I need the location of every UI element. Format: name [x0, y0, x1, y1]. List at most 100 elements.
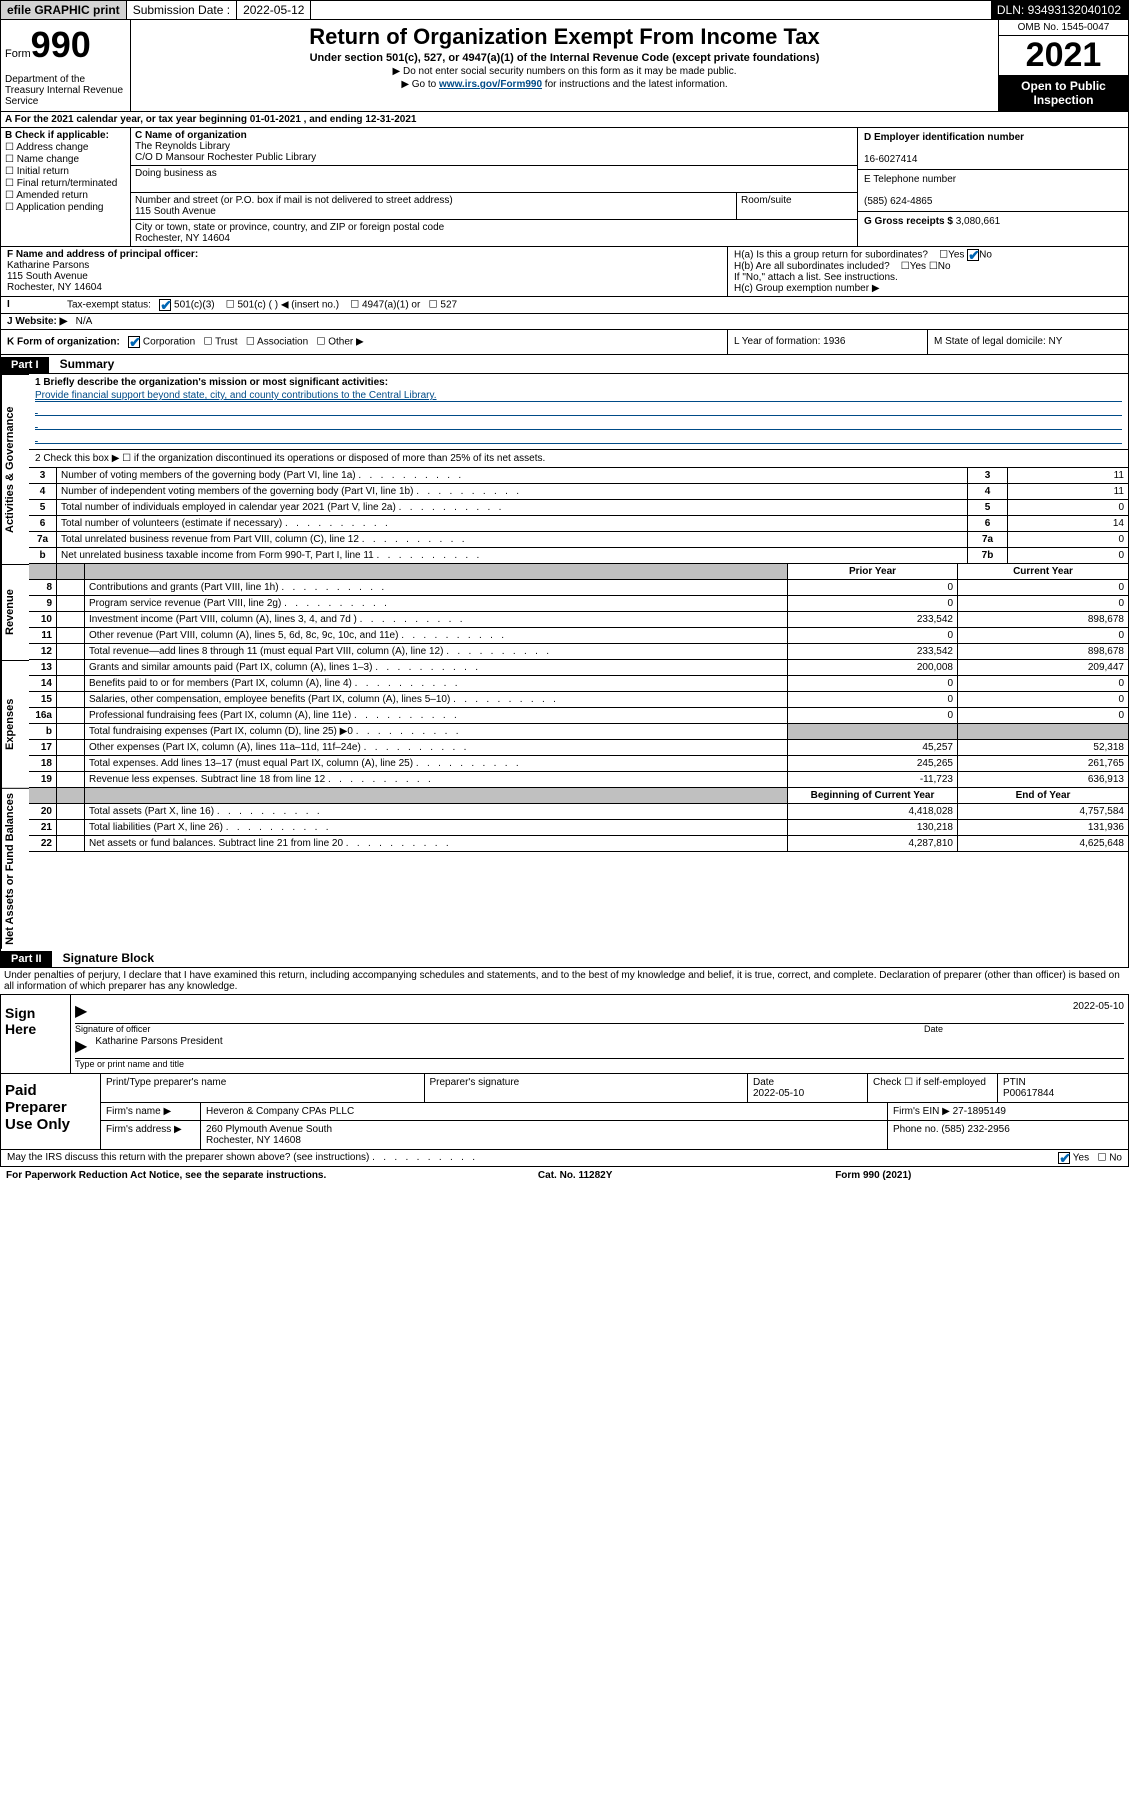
- summary-row: 3 Number of voting members of the govern…: [29, 468, 1128, 484]
- fin-row: 20 Total assets (Part X, line 16) 4,418,…: [29, 804, 1128, 820]
- vlabel-exp: Expenses: [1, 660, 29, 788]
- fin-row: 11 Other revenue (Part VIII, column (A),…: [29, 628, 1128, 644]
- dept-label: Department of the Treasury Internal Reve…: [5, 74, 126, 107]
- efile-label[interactable]: efile GRAPHIC print: [1, 1, 127, 19]
- part2-title: Signature Block: [55, 949, 162, 967]
- chk-final[interactable]: ☐ Final return/terminated: [5, 178, 126, 189]
- state-domicile: M State of legal domicile: NY: [928, 330, 1128, 354]
- fin-row: 9 Program service revenue (Part VIII, li…: [29, 596, 1128, 612]
- fin-header-row: Prior Year Current Year: [29, 564, 1128, 580]
- sign-here-label: Sign Here: [1, 995, 71, 1073]
- form-title: Return of Organization Exempt From Incom…: [135, 24, 994, 50]
- form-number: 990: [31, 24, 91, 65]
- prep-row2: Firm's name ▶ Heveron & Company CPAs PLL…: [101, 1103, 1128, 1121]
- fin-row: 15 Salaries, other compensation, employe…: [29, 692, 1128, 708]
- tax-year: 2021: [999, 36, 1128, 75]
- col-b-label: B Check if applicable:: [5, 130, 109, 141]
- summary-row: 5 Total number of individuals employed i…: [29, 500, 1128, 516]
- form-word: Form: [5, 48, 31, 60]
- street: 115 South Avenue: [135, 206, 216, 217]
- fin-row: 17 Other expenses (Part IX, column (A), …: [29, 740, 1128, 756]
- vlabel-rev: Revenue: [1, 564, 29, 660]
- arrow-icon: ▶: [75, 1001, 87, 1021]
- fin-row: 21 Total liabilities (Part X, line 26) 1…: [29, 820, 1128, 836]
- form-subtitle: Under section 501(c), 527, or 4947(a)(1)…: [135, 52, 994, 64]
- fin-row: b Total fundraising expenses (Part IX, c…: [29, 724, 1128, 740]
- part1-title: Summary: [52, 355, 123, 373]
- pra-notice: For Paperwork Reduction Act Notice, see …: [6, 1170, 326, 1181]
- mission-text: Provide financial support beyond state, …: [35, 390, 1122, 402]
- topbar: efile GRAPHIC print Submission Date : 20…: [0, 0, 1129, 20]
- chk-pending[interactable]: ☐ Application pending: [5, 202, 126, 213]
- ein: 16-6027414: [864, 154, 917, 165]
- 501c3-check: [159, 299, 171, 311]
- prep-row1: Print/Type preparer's name Preparer's si…: [101, 1074, 1128, 1103]
- form-org: K Form of organization: Corporation ☐ Tr…: [1, 330, 728, 354]
- phone: (585) 624-4865: [864, 196, 932, 207]
- submission-date: 2022-05-12: [237, 1, 311, 19]
- gross-cell: G Gross receipts $ 3,080,661: [858, 212, 1128, 231]
- org-name-cell: C Name of organization The Reynolds Libr…: [131, 128, 857, 166]
- rev-section: Revenue Prior Year Current Year 8 Contri…: [0, 564, 1129, 660]
- omb-number: OMB No. 1545-0047: [999, 20, 1128, 36]
- preparer-block: Paid Preparer Use Only Print/Type prepar…: [0, 1074, 1129, 1150]
- form-ref: Form 990 (2021): [835, 1170, 911, 1181]
- col-d: D Employer identification number16-60274…: [858, 128, 1128, 246]
- irs-link[interactable]: www.irs.gov/Form990: [439, 79, 542, 90]
- form-note1: ▶ Do not enter social security numbers o…: [135, 66, 994, 77]
- arrow-icon: ▶: [75, 1036, 87, 1056]
- sig-date: 2022-05-10: [1073, 1001, 1124, 1021]
- fin-row: 18 Total expenses. Add lines 13–17 (must…: [29, 756, 1128, 772]
- chk-address[interactable]: ☐ Address change: [5, 142, 126, 153]
- block-f-h: F Name and address of principal officer:…: [0, 247, 1129, 297]
- line2: 2 Check this box ▶ ☐ if the organization…: [29, 450, 1128, 468]
- form-note2: ▶ Go to www.irs.gov/Form990 for instruct…: [135, 79, 994, 90]
- officer-name: Katharine Parsons President: [95, 1036, 222, 1056]
- dba-cell: Doing business as: [131, 166, 857, 193]
- chk-name[interactable]: ☐ Name change: [5, 154, 126, 165]
- footer: For Paperwork Reduction Act Notice, see …: [0, 1167, 1129, 1184]
- fin-row: 13 Grants and similar amounts paid (Part…: [29, 660, 1128, 676]
- open-inspection: Open to Public Inspection: [999, 75, 1128, 111]
- block-b-d: B Check if applicable: ☐ Address change …: [0, 128, 1129, 247]
- penalty-text: Under penalties of perjury, I declare th…: [0, 968, 1129, 994]
- sign-here-block: Sign Here ▶2022-05-10 Signature of offic…: [0, 994, 1129, 1074]
- year-formation: L Year of formation: 1936: [728, 330, 928, 354]
- col-b: B Check if applicable: ☐ Address change …: [1, 128, 131, 246]
- chk-amended[interactable]: ☐ Amended return: [5, 190, 126, 201]
- corp-check: [128, 336, 140, 348]
- part1-hdr: Part I: [1, 357, 49, 373]
- discuss-row: May the IRS discuss this return with the…: [0, 1150, 1129, 1167]
- h-block: H(a) Is this a group return for subordin…: [728, 247, 1128, 296]
- chk-initial[interactable]: ☐ Initial return: [5, 166, 126, 177]
- part2-hdr: Part II: [1, 951, 52, 967]
- exp-section: Expenses 13 Grants and similar amounts p…: [0, 660, 1129, 788]
- street-cell: Number and street (or P.O. box if mail i…: [131, 193, 857, 220]
- row-j: J Website: ▶ N/A: [0, 314, 1129, 330]
- col-c: C Name of organization The Reynolds Libr…: [131, 128, 858, 246]
- part1-bar: Part I Summary: [0, 355, 1129, 374]
- row-a-tax-year: A For the 2021 calendar year, or tax yea…: [0, 112, 1129, 128]
- summary-row: 7a Total unrelated business revenue from…: [29, 532, 1128, 548]
- org-name: The Reynolds Library: [135, 141, 230, 152]
- fin-row: 22 Net assets or fund balances. Subtract…: [29, 836, 1128, 852]
- submission-label: Submission Date :: [127, 1, 237, 19]
- fin-row: 19 Revenue less expenses. Subtract line …: [29, 772, 1128, 788]
- fin-row: 10 Investment income (Part VIII, column …: [29, 612, 1128, 628]
- preparer-label: Paid Preparer Use Only: [1, 1074, 101, 1149]
- na-section: Net Assets or Fund Balances Beginning of…: [0, 788, 1129, 949]
- briefly-block: 1 Briefly describe the organization's mi…: [29, 374, 1128, 450]
- gov-section: Activities & Governance 1 Briefly descri…: [0, 374, 1129, 564]
- discuss-yes-check: [1058, 1152, 1070, 1164]
- principal-officer: F Name and address of principal officer:…: [1, 247, 728, 296]
- summary-row: 6 Total number of volunteers (estimate i…: [29, 516, 1128, 532]
- ein-cell: D Employer identification number16-60274…: [858, 128, 1128, 170]
- row-i: I Tax-exempt status: 501(c)(3) ☐ 501(c) …: [0, 297, 1129, 314]
- form-number-block: Form990 Department of the Treasury Inter…: [1, 20, 131, 111]
- fin-row: 14 Benefits paid to or for members (Part…: [29, 676, 1128, 692]
- row-k: K Form of organization: Corporation ☐ Tr…: [0, 330, 1129, 355]
- summary-row: 4 Number of independent voting members o…: [29, 484, 1128, 500]
- fin-row: 16a Professional fundraising fees (Part …: [29, 708, 1128, 724]
- fin-row: 8 Contributions and grants (Part VIII, l…: [29, 580, 1128, 596]
- vlabel-gov: Activities & Governance: [1, 374, 29, 564]
